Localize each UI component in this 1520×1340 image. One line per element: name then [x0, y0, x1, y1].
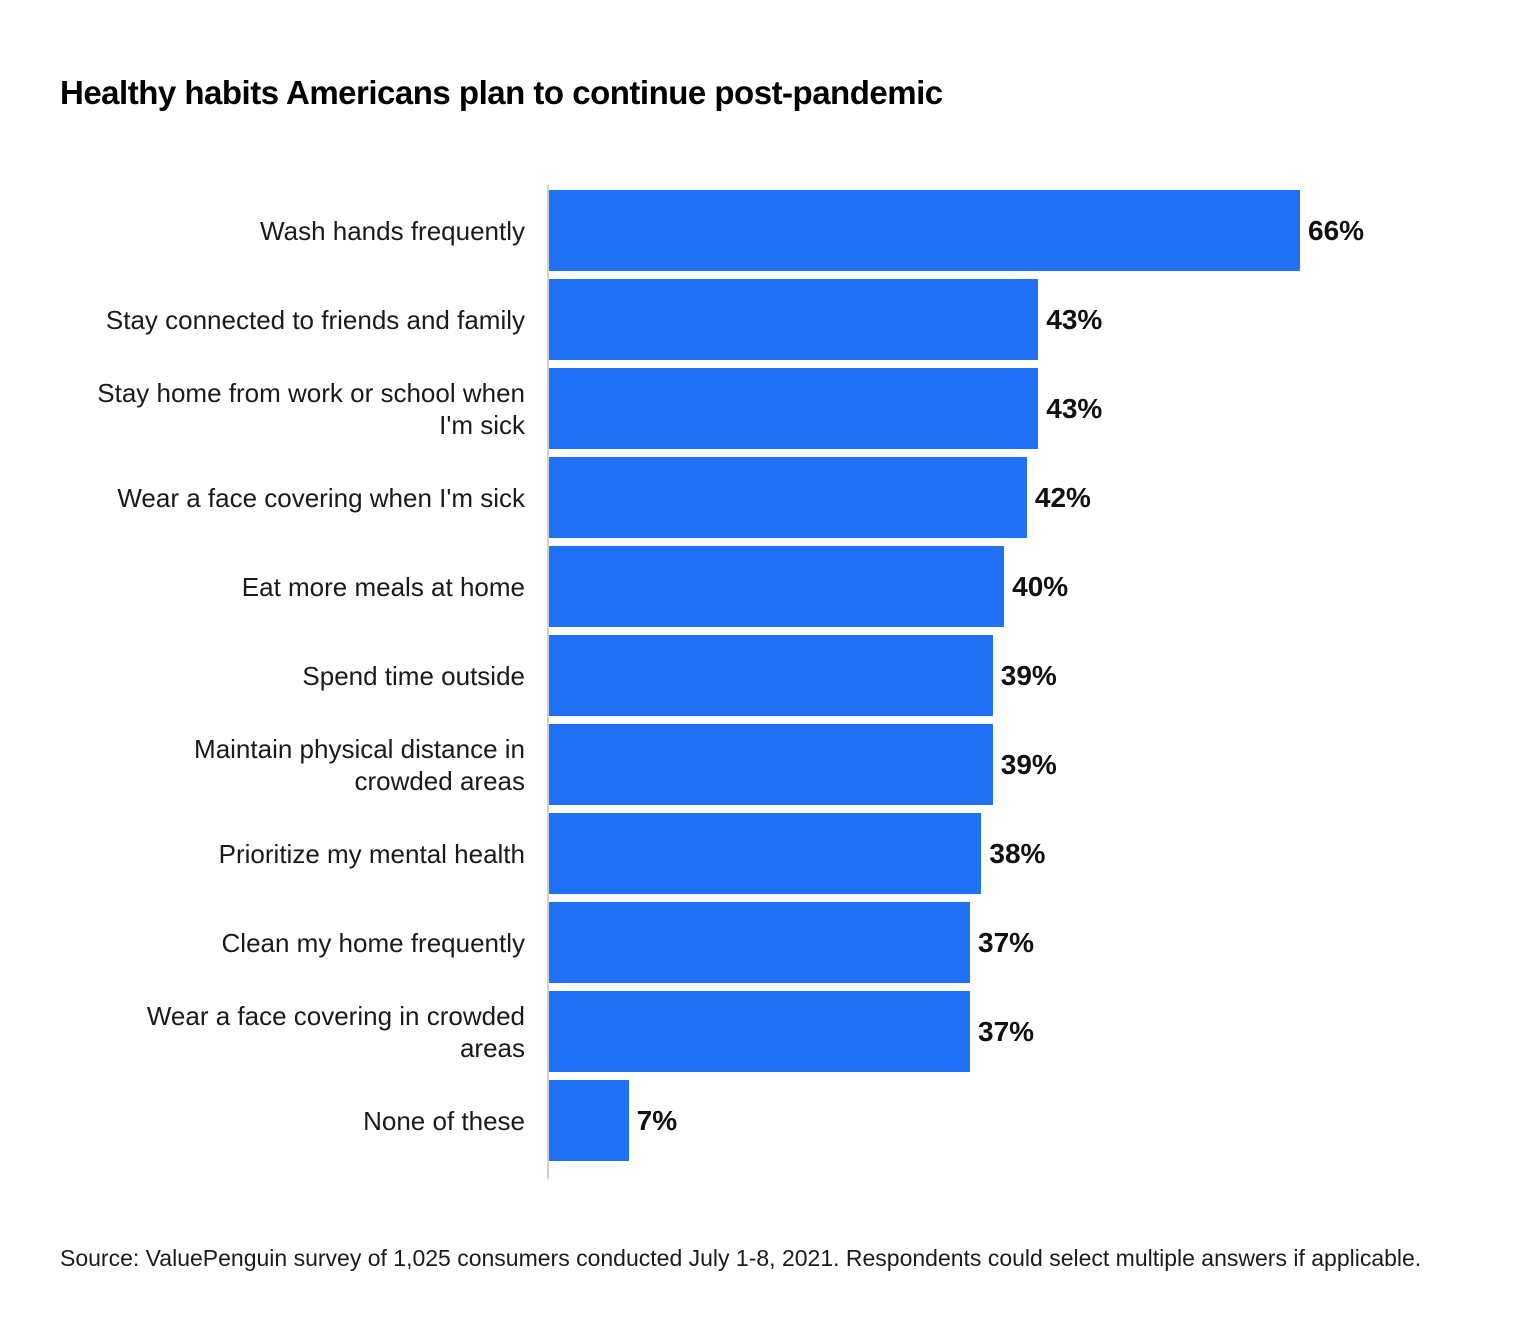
bar-value: 37% — [978, 926, 1035, 958]
bar — [549, 457, 1027, 538]
bar-value: 39% — [1000, 748, 1057, 780]
bar-area: 37% — [549, 902, 1520, 983]
bar — [549, 991, 970, 1072]
chart-title: Healthy habits Americans plan to continu… — [60, 74, 943, 111]
bar-value: 38% — [989, 837, 1046, 869]
bar-area: 7% — [549, 1080, 1520, 1161]
chart-row: Eat more meals at home 40% — [0, 546, 1520, 627]
chart-row: Spend time outside 39% — [0, 635, 1520, 716]
bar-value: 42% — [1034, 481, 1091, 513]
chart-row: None of these 7% — [0, 1080, 1520, 1161]
bar-area: 37% — [549, 991, 1520, 1072]
bar-area: 43% — [549, 279, 1520, 360]
bar-label: Eat more meals at home — [241, 571, 525, 602]
bar-value: 43% — [1046, 392, 1103, 424]
chart-row: Maintain physical distance in crowded ar… — [0, 724, 1520, 805]
bar — [549, 279, 1039, 360]
bar-value: 37% — [978, 1015, 1035, 1047]
chart-row: Wear a face covering in crowded areas 37… — [0, 991, 1520, 1072]
bar-area: 39% — [549, 635, 1520, 716]
bar-value: 39% — [1000, 659, 1057, 691]
chart-row: Wash hands frequently 66% — [0, 190, 1520, 271]
chart-row: Wear a face covering when I'm sick 42% — [0, 457, 1520, 538]
bar-label: Wear a face covering when I'm sick — [117, 482, 525, 513]
bar — [549, 546, 1005, 627]
bar-label: Maintain physical distance in crowded ar… — [194, 733, 525, 796]
chart-rows: Wash hands frequently 66% Stay connected… — [0, 190, 1520, 1161]
chart-row: Stay home from work or school when I'm s… — [0, 368, 1520, 449]
bar — [549, 813, 982, 894]
bar-area: 66% — [549, 190, 1520, 271]
bar-area: 42% — [549, 457, 1520, 538]
bar-label: Wash hands frequently — [260, 215, 525, 246]
bar — [549, 902, 970, 983]
chart-row: Prioritize my mental health 38% — [0, 813, 1520, 894]
bar-label: Stay home from work or school when I'm s… — [97, 377, 525, 440]
source-note: Source: ValuePenguin survey of 1,025 con… — [60, 1245, 1422, 1271]
bar-label: Spend time outside — [302, 660, 525, 691]
bar-label: Stay connected to friends and family — [105, 304, 525, 335]
bar-area: 38% — [549, 813, 1520, 894]
bar-value: 7% — [636, 1104, 678, 1136]
bar-chart: Wash hands frequently 66% Stay connected… — [0, 185, 1520, 1179]
bar — [549, 190, 1300, 271]
y-axis-line — [547, 185, 549, 1179]
bar-value: 40% — [1012, 570, 1069, 602]
chart-row: Clean my home frequently 37% — [0, 902, 1520, 983]
bar-area: 40% — [549, 546, 1520, 627]
bar — [549, 724, 993, 805]
bar-area: 43% — [549, 368, 1520, 449]
bar-value: 66% — [1308, 214, 1365, 246]
chart-row: Stay connected to friends and family 43% — [0, 279, 1520, 360]
bar-label: Prioritize my mental health — [218, 838, 525, 869]
bar — [549, 635, 993, 716]
bar-value: 43% — [1046, 303, 1103, 335]
bar — [549, 368, 1039, 449]
bar-label: Clean my home frequently — [221, 927, 525, 958]
bar-label: Wear a face covering in crowded areas — [146, 1000, 525, 1063]
bar — [549, 1080, 629, 1161]
bar-label: None of these — [363, 1105, 525, 1136]
bar-area: 39% — [549, 724, 1520, 805]
